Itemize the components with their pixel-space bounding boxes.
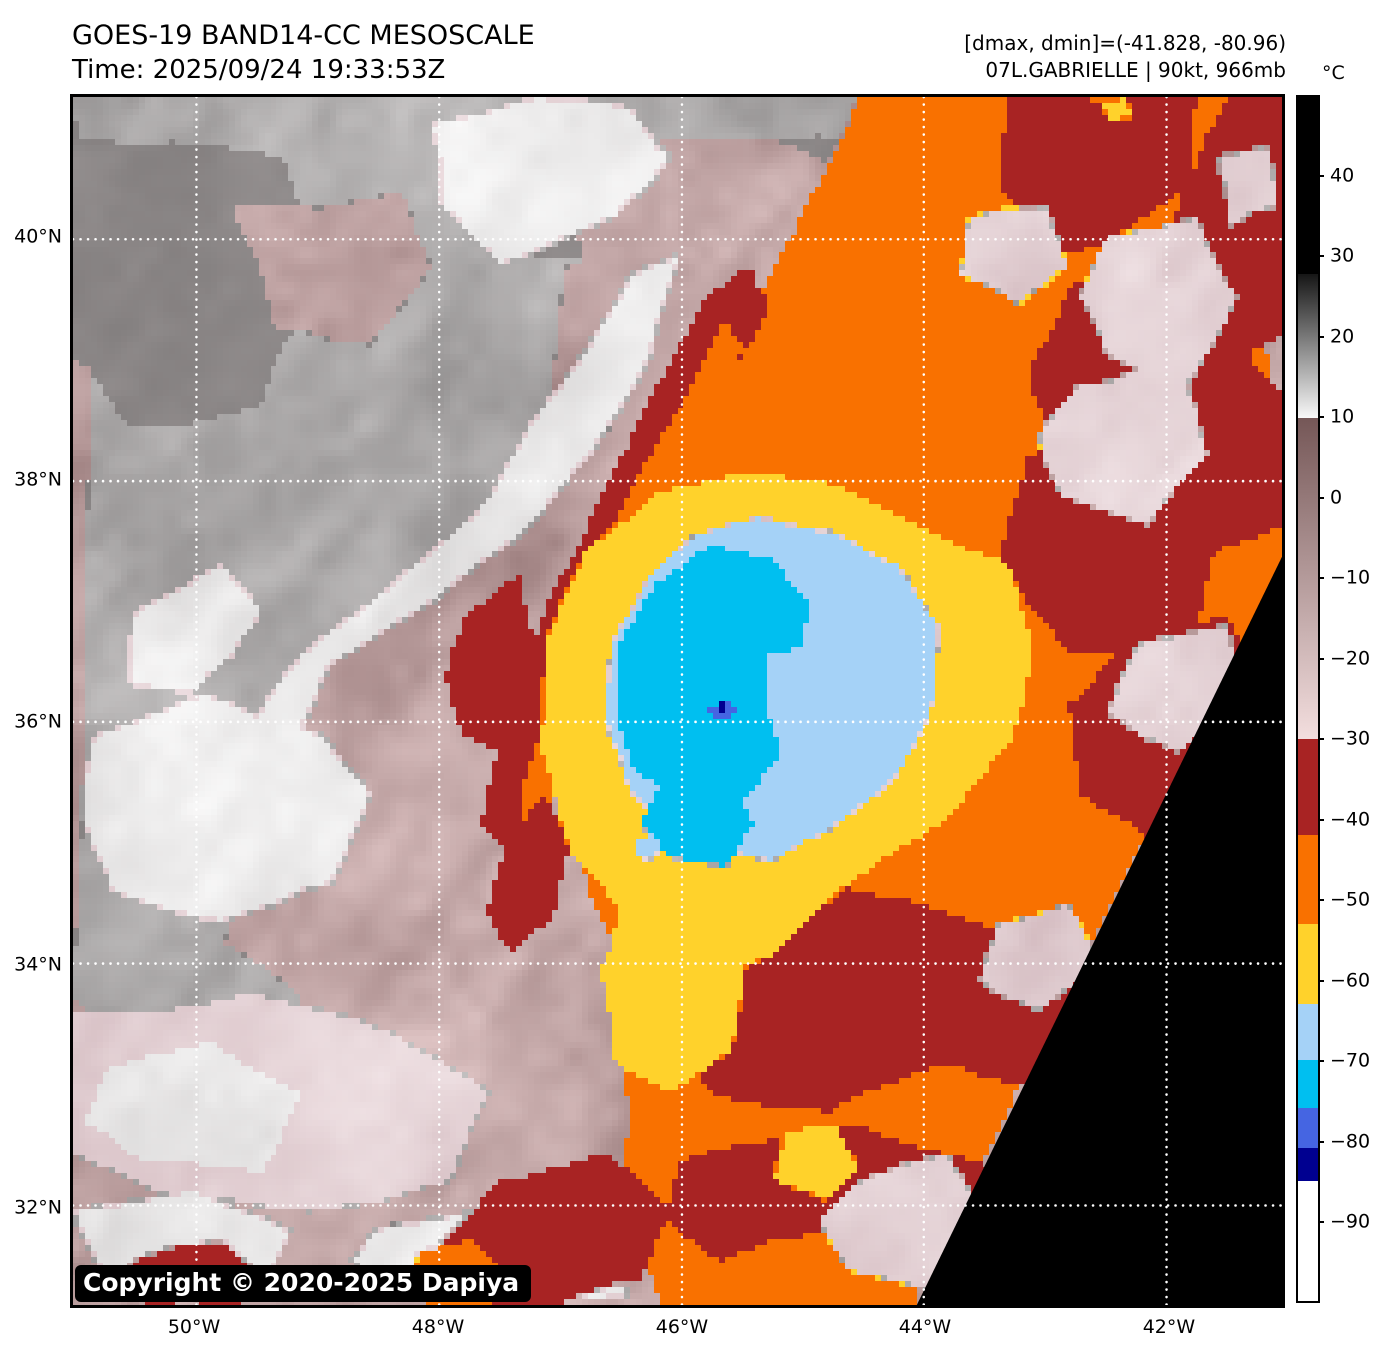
colorbar-ticklabel-4: 0 — [1330, 486, 1343, 509]
colorbar-tickmark-5 — [1318, 577, 1324, 580]
colorbar-segment-9 — [1298, 1148, 1318, 1181]
latitude-axis: 40°N 38°N 36°N 34°N 32°N — [0, 94, 62, 1308]
lat-label-2: 36°N — [14, 710, 62, 733]
colorbar-ticklabel-9: −50 — [1330, 888, 1371, 911]
lon-label-2: 46°W — [655, 1316, 709, 1338]
time-subtitle: Time: 2025/09/24 19:33:53Z — [72, 55, 446, 85]
lat-label-4: 32°N — [14, 1196, 62, 1219]
lat-label-1: 38°N — [14, 468, 62, 491]
colorbar — [1296, 95, 1320, 1303]
colorbar-tickmark-9 — [1318, 899, 1324, 902]
colorbar-ticklabel-3: 10 — [1330, 405, 1355, 428]
dmax-dmin-line: [dmax, dmin]=(-41.828, -80.96) — [964, 31, 1286, 55]
colorbar-tickmark-4 — [1318, 496, 1324, 499]
satellite-map-frame: Copyright © 2020-2025 Dapiya — [70, 94, 1285, 1308]
colorbar-ticklabel-1: 30 — [1330, 244, 1355, 267]
colorbar-ticklabel-8: −40 — [1330, 808, 1371, 831]
colorbar-segment-2 — [1298, 418, 1318, 740]
copyright-badge: Copyright © 2020-2025 Dapiya — [75, 1265, 532, 1302]
colorbar-tickmark-10 — [1318, 979, 1324, 982]
lat-label-0: 40°N — [14, 225, 62, 248]
satellite-image-canvas — [73, 97, 1282, 1305]
longitude-axis: 50°W 48°W 46°W 44°W 42°W — [70, 1316, 1285, 1346]
colorbar-ticklabel-0: 40 — [1330, 164, 1355, 187]
colorbar-segment-0 — [1298, 97, 1318, 274]
colorbar-ticklabel-5: −10 — [1330, 566, 1371, 589]
colorbar-tickmark-11 — [1318, 1060, 1324, 1063]
lon-label-3: 44°W — [898, 1316, 952, 1338]
colorbar-tickmark-7 — [1318, 738, 1324, 741]
colorbar-ticklabel-7: −30 — [1330, 727, 1371, 750]
colorbar-tickmark-13 — [1318, 1221, 1324, 1224]
colorbar-unit-label: °C — [1322, 62, 1345, 84]
colorbar-tickmark-8 — [1318, 818, 1324, 821]
colorbar-segment-4 — [1298, 835, 1318, 924]
colorbar-segment-1 — [1298, 273, 1318, 419]
colorbar-segment-3 — [1298, 739, 1318, 836]
colorbar-tickmark-6 — [1318, 657, 1324, 660]
lat-label-3: 34°N — [14, 953, 62, 976]
lon-label-1: 48°W — [411, 1316, 465, 1338]
colorbar-ticklabel-12: −80 — [1330, 1130, 1371, 1153]
colorbar-ticklabel-10: −60 — [1330, 969, 1371, 992]
page-title: GOES-19 BAND14-CC MESOSCALE — [72, 20, 535, 51]
lon-label-4: 42°W — [1142, 1316, 1196, 1338]
colorbar-tickmark-12 — [1318, 1140, 1324, 1143]
colorbar-tickmark-0 — [1318, 174, 1324, 177]
colorbar-segment-5 — [1298, 923, 1318, 1004]
colorbar-segment-8 — [1298, 1108, 1318, 1149]
lon-label-0: 50°W — [167, 1316, 221, 1338]
colorbar-tickmark-3 — [1318, 416, 1324, 419]
title-block: GOES-19 BAND14-CC MESOSCALE Time: 2025/0… — [72, 18, 535, 88]
colorbar-tickmark-1 — [1318, 255, 1324, 258]
colorbar-segment-10 — [1298, 1180, 1318, 1301]
colorbar-tickmark-2 — [1318, 335, 1324, 338]
colorbar-ticklabel-11: −70 — [1330, 1049, 1371, 1072]
storm-info-line: 07L.GABRIELLE | 90kt, 966mb — [985, 58, 1286, 82]
colorbar-ticklabel-6: −20 — [1330, 647, 1371, 670]
colorbar-ticklabel-2: 20 — [1330, 325, 1355, 348]
colorbar-ticklabel-13: −90 — [1330, 1211, 1371, 1234]
colorbar-segment-6 — [1298, 1003, 1318, 1061]
colorbar-segment-7 — [1298, 1060, 1318, 1109]
header-right-block: [dmax, dmin]=(-41.828, -80.96) 07L.GABRI… — [964, 30, 1286, 84]
